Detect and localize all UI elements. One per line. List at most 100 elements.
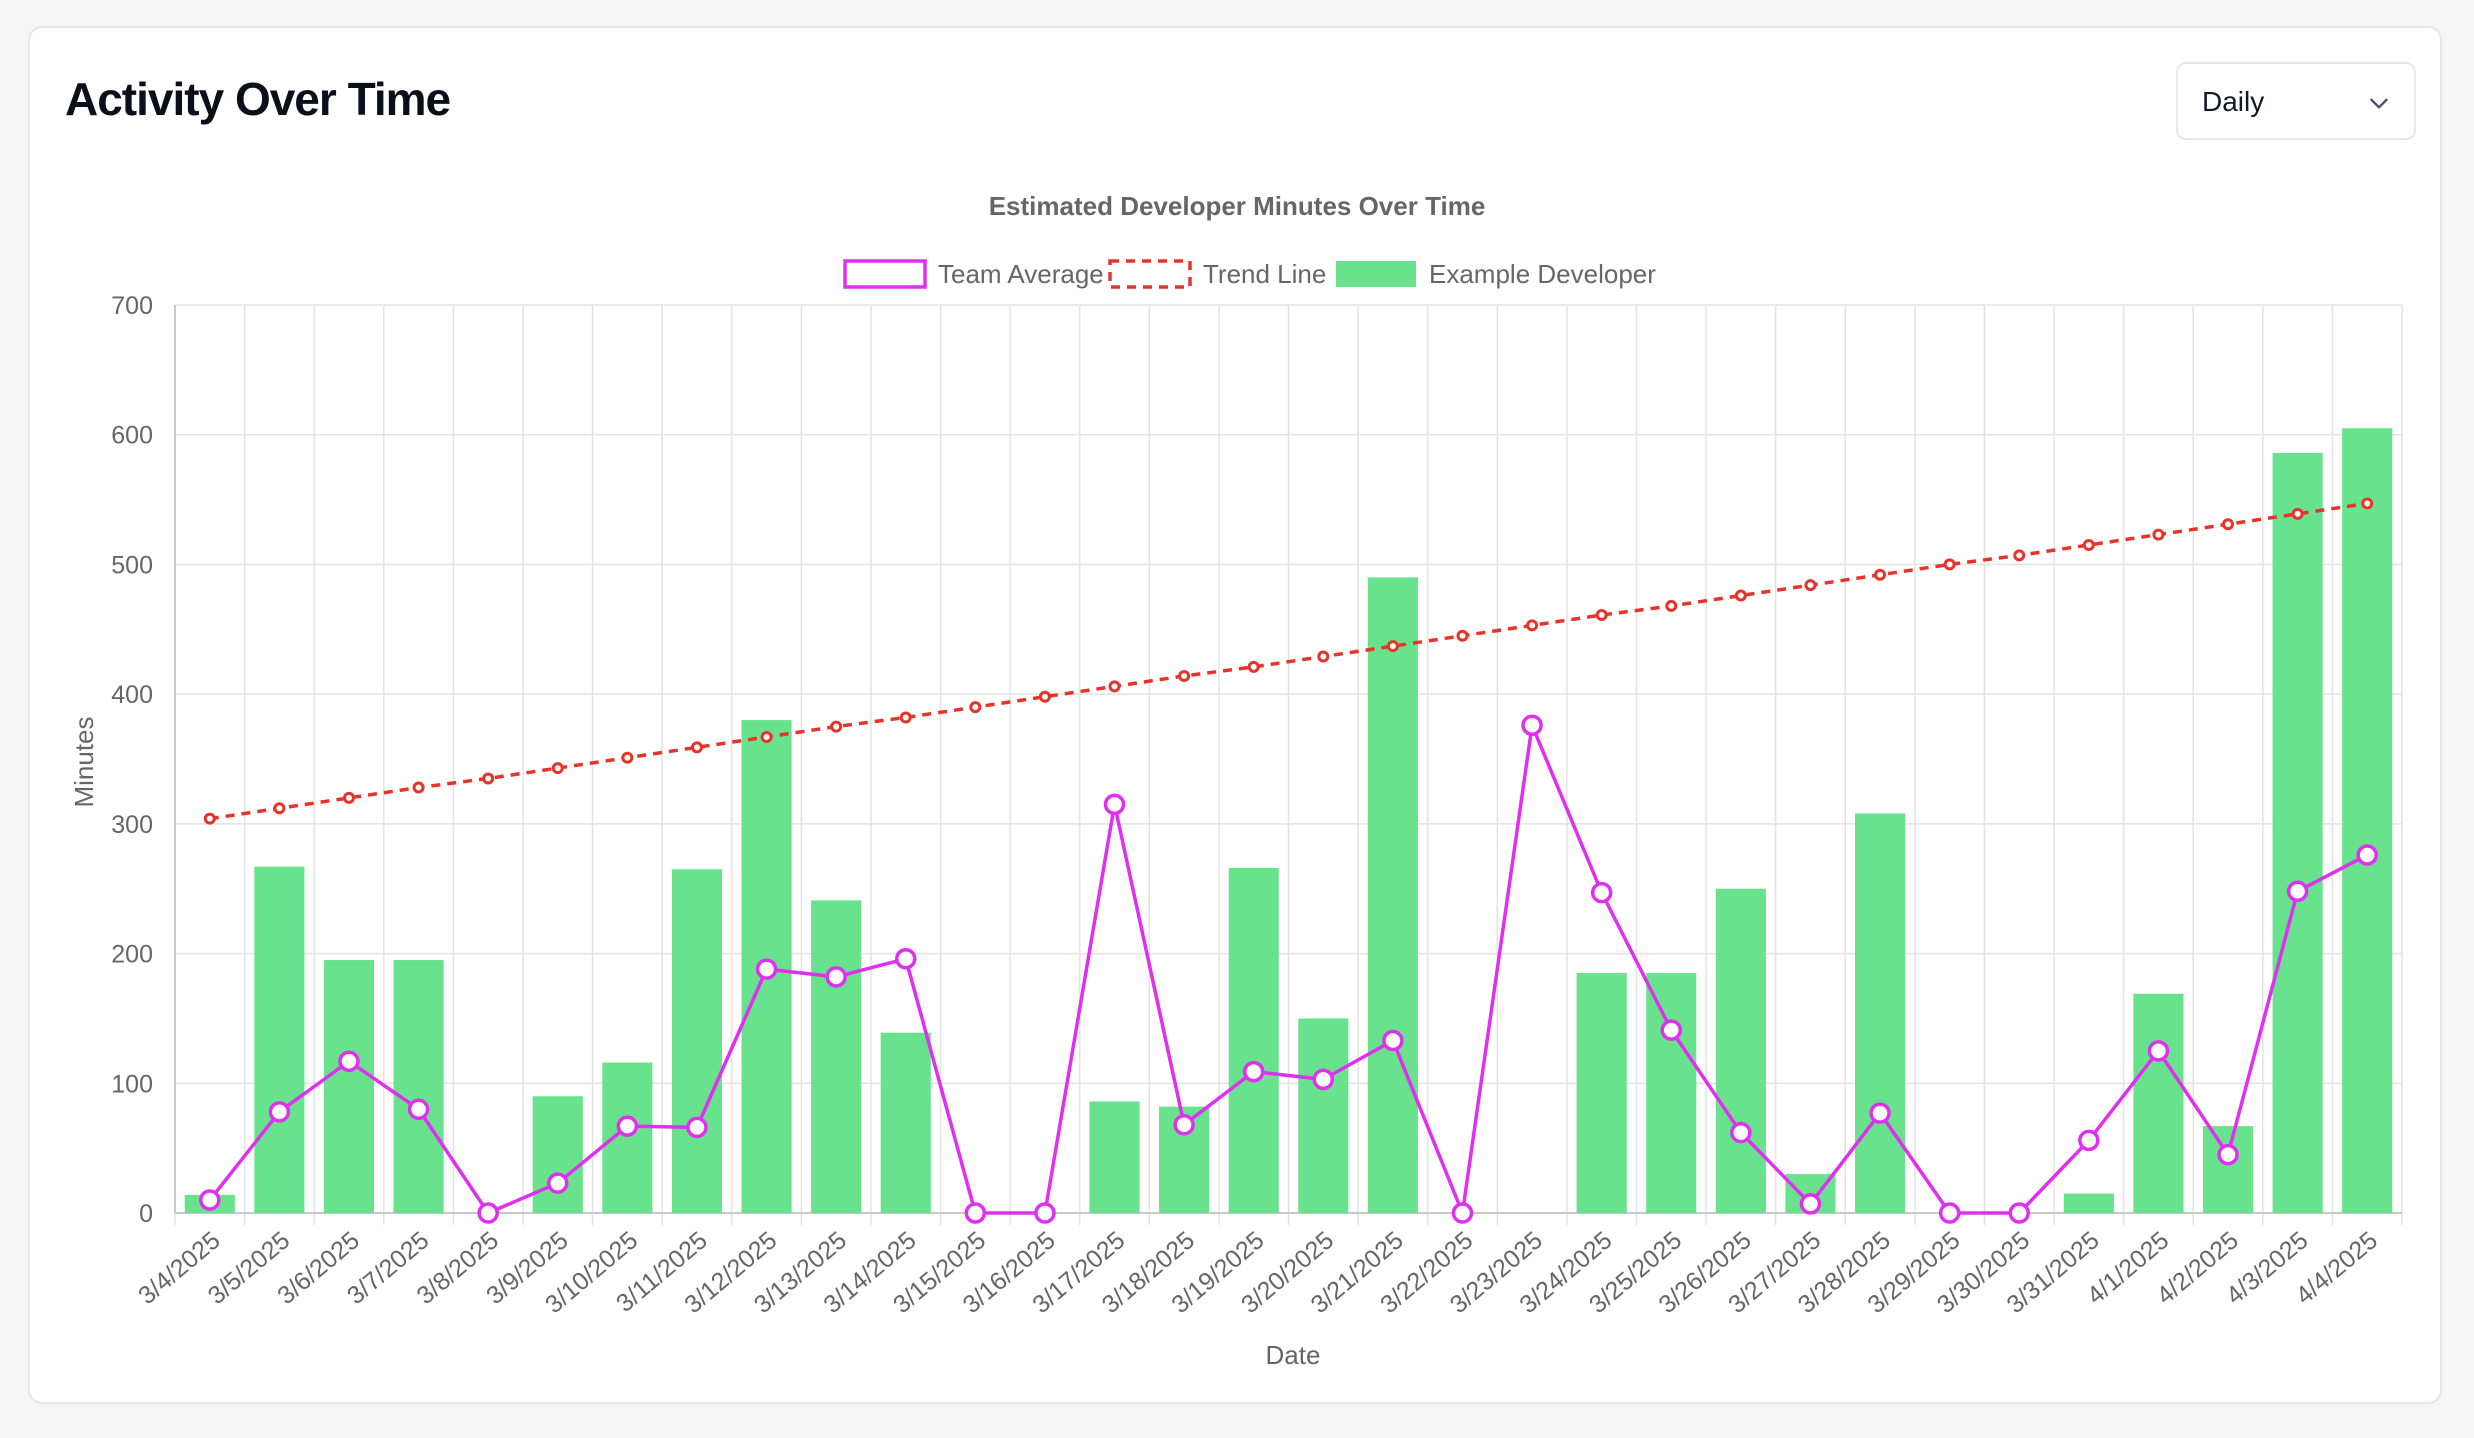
team-average-point (547, 1172, 569, 1194)
team-average-point (1103, 793, 1126, 816)
period-select-value: Daily (2202, 86, 2265, 117)
developer-bar (2342, 428, 2393, 1213)
team-average-point (2286, 880, 2309, 903)
team-average-point (964, 1202, 987, 1224)
trend-point (1665, 599, 1678, 612)
developer-bar (1715, 888, 1766, 1213)
team-average-point (1660, 1019, 1683, 1041)
chevron-down-icon (2370, 98, 2388, 109)
team-average-point (2008, 1202, 2030, 1224)
team-average-point (477, 1202, 499, 1224)
team-average-point (199, 1189, 221, 1211)
developer-bar (602, 1062, 653, 1213)
developer-bar (1367, 577, 1418, 1213)
developer-bar (254, 866, 305, 1213)
team-average-point (2217, 1143, 2239, 1166)
y-tick-label: 600 (111, 422, 153, 450)
trend-point (1247, 660, 1260, 673)
team-average-point (338, 1050, 360, 1072)
developer-bar (1854, 813, 1906, 1213)
trend-point (760, 730, 773, 743)
trend-point (2152, 528, 2165, 541)
y-tick-label: 500 (111, 551, 153, 579)
team-average-point (1590, 881, 1613, 904)
developer-bar (393, 960, 444, 1213)
trend-point (1456, 629, 1469, 642)
trend-point (2361, 497, 2374, 510)
chart-title: Estimated Developer Minutes Over Time (989, 191, 1486, 221)
developer-bar (2133, 993, 2184, 1213)
x-axis-title: Date (1266, 1340, 1321, 1370)
trend-point (969, 701, 982, 714)
team-average-point (1312, 1068, 1335, 1091)
legend-swatch-example-developer (1336, 261, 1416, 287)
team-average-point (825, 966, 847, 988)
trend-point (482, 772, 495, 785)
team-average-point (268, 1101, 291, 1123)
team-average-point (616, 1115, 639, 1137)
developer-bar (1228, 867, 1279, 1213)
developer-bar (532, 1096, 583, 1213)
team-average-point (2356, 844, 2378, 866)
team-average-point (1730, 1121, 1752, 1144)
trend-point (1038, 690, 1051, 703)
legend-swatch-trend-line (1108, 259, 1192, 289)
period-select[interactable]: Daily (2176, 62, 2416, 140)
y-tick-label: 0 (139, 1200, 153, 1228)
trend-point (1595, 609, 1608, 622)
developer-bar (880, 1032, 931, 1213)
trend-point (2222, 518, 2235, 531)
developer-bar (811, 900, 862, 1213)
trend-point (621, 751, 634, 764)
trend-point (412, 781, 425, 794)
trend-point (273, 802, 286, 815)
trend-line (209, 501, 2368, 821)
team-average-point (1799, 1193, 1822, 1215)
team-average-point (686, 1116, 708, 1139)
trend-point (1108, 680, 1121, 693)
trend-point (203, 812, 216, 825)
developer-bar (2202, 1126, 2254, 1213)
team-average-point (1242, 1060, 1265, 1083)
legend-label-example-developer: Example Developer (1429, 259, 1656, 289)
team-average-point (407, 1098, 430, 1120)
trend-point (1386, 640, 1399, 653)
developer-bars (184, 428, 2393, 1214)
trend-point (1874, 568, 1887, 581)
grid-lines (174, 304, 2403, 1225)
developer-bar (2272, 452, 2323, 1214)
trend-line-series (203, 497, 2374, 825)
trend-point (1178, 669, 1191, 682)
y-tick-label: 700 (111, 292, 153, 320)
developer-bar (1089, 1101, 1140, 1213)
team-average-series (199, 714, 2378, 1224)
team-average-point (755, 958, 778, 980)
legend-swatch-team-average (843, 259, 927, 289)
trend-point (2082, 538, 2095, 551)
trend-point (2013, 549, 2026, 562)
trend-point (1526, 619, 1539, 632)
developer-bar (671, 869, 723, 1213)
trend-point (342, 791, 355, 804)
trend-point (1943, 558, 1956, 571)
legend-label-team-average: Team Average (938, 259, 1104, 289)
team-average-point (1451, 1202, 1474, 1224)
developer-bar (1576, 973, 1627, 1213)
chart-legend: Team Average Trend Line Example Developer (843, 259, 1656, 289)
trend-point (690, 741, 703, 754)
y-tick-label: 400 (111, 681, 153, 709)
trend-point (899, 711, 912, 724)
team-average-point (1173, 1114, 1195, 1136)
team-average-point (1382, 1029, 1404, 1052)
card-title: Activity Over Time (65, 73, 451, 125)
y-axis-title: Minutes (69, 716, 99, 807)
legend-label-trend-line: Trend Line (1203, 259, 1326, 289)
team-average-point (2147, 1040, 2170, 1062)
trend-point (830, 720, 843, 733)
team-average-line (208, 723, 2369, 1215)
trend-point (2291, 507, 2304, 520)
trend-point (1317, 650, 1330, 663)
y-tick-label: 200 (111, 941, 153, 969)
team-average-point (1034, 1202, 1056, 1224)
